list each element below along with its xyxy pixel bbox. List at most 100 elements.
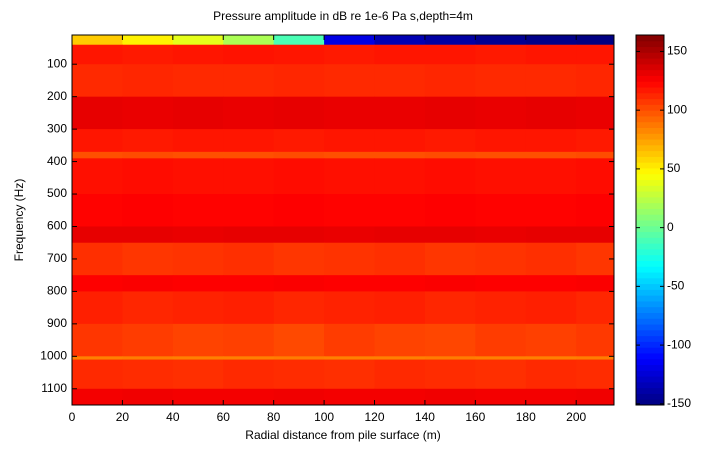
colorbar-swatch	[636, 300, 664, 308]
heat-cell	[72, 242, 123, 276]
y-tick-label: 500	[47, 186, 67, 200]
colorbar-swatch	[636, 347, 664, 354]
heat-cell	[576, 359, 615, 390]
heat-cell	[324, 323, 376, 357]
heat-cell	[122, 64, 174, 98]
heat-cell	[122, 388, 174, 406]
heat-cell	[576, 35, 615, 46]
heat-cell	[273, 194, 325, 227]
y-tick-label: 100	[47, 56, 67, 70]
heat-cell	[324, 359, 376, 390]
heat-cell	[72, 323, 123, 357]
heat-cell	[122, 242, 174, 276]
heat-cell	[223, 158, 275, 195]
heat-cell	[374, 194, 426, 227]
colorbar-swatch	[636, 92, 664, 100]
colorbar-swatch	[636, 87, 664, 94]
heat-cell	[475, 356, 527, 361]
colorbar-swatch	[636, 248, 664, 256]
colorbar-swatch	[636, 312, 664, 319]
heat-cell	[273, 96, 325, 130]
heat-cell	[122, 151, 174, 159]
colorbar-swatch	[636, 289, 664, 296]
heat-cell	[525, 35, 577, 46]
colorbar-swatch	[636, 115, 664, 123]
heat-cell	[525, 388, 577, 406]
heat-cell	[424, 275, 476, 292]
heat-cell	[374, 44, 426, 65]
heat-cell	[424, 388, 476, 406]
x-tick-label: 140	[415, 410, 435, 424]
colorbar-swatch	[636, 329, 664, 337]
heat-cell	[576, 64, 615, 98]
heat-cell	[525, 151, 577, 159]
colorbar-swatch	[636, 63, 664, 71]
heat-cell	[273, 242, 325, 276]
colorbar-swatch	[636, 133, 664, 140]
colorbar-swatch	[636, 144, 664, 152]
colorbar-swatch	[636, 196, 664, 204]
colorbar-swatch	[636, 352, 664, 360]
colorbar-swatch	[636, 191, 664, 198]
heat-cell	[72, 64, 123, 98]
x-tick-label: 40	[166, 410, 180, 424]
heat-cell	[122, 359, 174, 390]
heat-cell	[576, 242, 615, 276]
colorbar-swatch	[636, 179, 664, 186]
heat-cell	[525, 291, 577, 325]
heat-cell	[172, 242, 224, 276]
y-axis-label: Frequency (Hz)	[12, 179, 26, 262]
chart-title: Pressure amplitude in dB re 1e-6 Pa s,de…	[213, 9, 473, 23]
heat-cell	[324, 226, 376, 244]
heat-cell	[172, 194, 224, 227]
heat-cell	[475, 323, 527, 357]
heat-cell	[223, 96, 275, 130]
heat-cell	[525, 129, 577, 153]
colorbar-swatch	[636, 46, 664, 53]
colorbar-swatch	[636, 225, 664, 233]
colorbar-swatch	[636, 335, 664, 342]
heat-cell	[525, 194, 577, 227]
heat-cell	[576, 194, 615, 227]
heat-cell	[525, 275, 577, 292]
heat-cell	[374, 323, 426, 357]
heat-cell	[324, 194, 376, 227]
heat-cell	[324, 356, 376, 361]
heat-cell	[273, 226, 325, 244]
colorbar-swatch	[636, 121, 664, 128]
heat-cell	[525, 226, 577, 244]
heat-cell	[576, 291, 615, 325]
heat-cell	[475, 275, 527, 292]
heat-cell	[122, 158, 174, 195]
colorbar-swatch	[636, 277, 664, 285]
heat-cell	[424, 158, 476, 195]
heat-cell	[122, 323, 174, 357]
heat-cell	[122, 356, 174, 361]
heat-cell	[374, 242, 426, 276]
heat-cell	[223, 129, 275, 153]
heat-cell	[576, 356, 615, 361]
colorbar-swatch	[636, 40, 664, 48]
x-tick-label: 200	[566, 410, 586, 424]
y-tick-label: 1000	[40, 348, 67, 362]
colorbar-swatch	[636, 358, 664, 366]
heat-cell	[576, 151, 615, 159]
colorbar-swatch	[636, 220, 664, 227]
heat-cell	[475, 35, 527, 46]
heat-cell	[72, 129, 123, 153]
heat-cell	[223, 291, 275, 325]
heat-cell	[424, 359, 476, 390]
x-axis-label: Radial distance from pile surface (m)	[245, 428, 440, 442]
colorbar-swatch	[636, 266, 664, 273]
heat-cell	[273, 44, 325, 65]
colorbar-swatch	[636, 393, 664, 400]
colorbar-swatch	[636, 318, 664, 325]
y-tick-label: 400	[47, 154, 67, 168]
heat-cell	[424, 35, 476, 46]
heat-cell	[273, 275, 325, 292]
heat-cell	[273, 35, 325, 46]
heat-cell	[374, 275, 426, 292]
colorbar-swatch	[636, 364, 664, 371]
colorbar-swatch	[636, 341, 664, 348]
heat-cell	[223, 64, 275, 98]
